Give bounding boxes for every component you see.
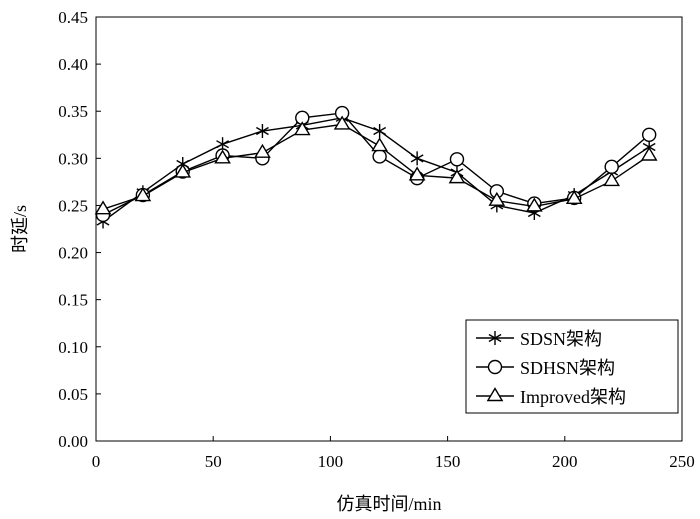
legend-item: SDHSN架构 [476, 358, 615, 378]
y-tick-label: 0.25 [58, 196, 88, 215]
legend-label: Improved架构 [520, 387, 626, 407]
data-point [449, 152, 465, 167]
x-tick-label: 100 [318, 452, 344, 471]
legend-label: SDHSN架构 [520, 358, 615, 378]
data-point [333, 115, 351, 130]
data-point [371, 137, 388, 152]
data-point [174, 163, 192, 178]
y-tick-label: 0.15 [58, 291, 88, 310]
y-tick-label: 0.30 [58, 149, 88, 168]
data-point [293, 121, 311, 136]
y-tick-label: 0.35 [58, 102, 88, 121]
series-2 [95, 105, 657, 223]
y-tick-label: 0.45 [58, 8, 88, 27]
data-point [641, 127, 657, 142]
legend-marker [486, 387, 504, 402]
data-point [448, 169, 466, 184]
legend-label: SDSN架构 [520, 329, 602, 349]
data-point [134, 187, 152, 202]
y-tick-label: 0.20 [58, 244, 88, 263]
data-point [603, 172, 621, 187]
legend-item: Improved架构 [476, 387, 626, 407]
data-point [373, 124, 387, 139]
data-point [410, 151, 424, 166]
x-tick-label: 150 [435, 452, 461, 471]
y-tick-label: 0.05 [58, 385, 88, 404]
y-tick-label: 0.40 [58, 55, 88, 74]
data-point [256, 124, 269, 139]
x-tick-label: 0 [92, 452, 101, 471]
legend: SDSN架构 SDHSN架构 Improved架构 [465, 319, 679, 414]
data-point [640, 146, 658, 161]
x-tick-label: 200 [552, 452, 578, 471]
data-point [604, 159, 619, 175]
data-point [254, 143, 271, 158]
data-point [214, 149, 231, 164]
data-point [565, 189, 583, 205]
x-tick-label: 250 [669, 452, 695, 471]
y-tick-label: 0.10 [58, 338, 88, 357]
legend-marker [488, 331, 502, 345]
data-point [94, 200, 112, 215]
data-point [525, 197, 543, 212]
series-3 [94, 115, 658, 215]
data-point [488, 191, 506, 206]
x-axis-label: 仿真时间/min [336, 494, 441, 514]
plot-frame [95, 16, 683, 442]
y-tick-label: 0.00 [58, 432, 88, 451]
legend-marker [487, 359, 503, 375]
data-point [372, 149, 387, 164]
legend-box [465, 319, 679, 414]
x-tick-label: 50 [205, 452, 222, 471]
data-point [408, 166, 426, 181]
legend-item: SDSN架构 [476, 329, 602, 349]
y-axis-label: 时延/s [10, 205, 30, 253]
